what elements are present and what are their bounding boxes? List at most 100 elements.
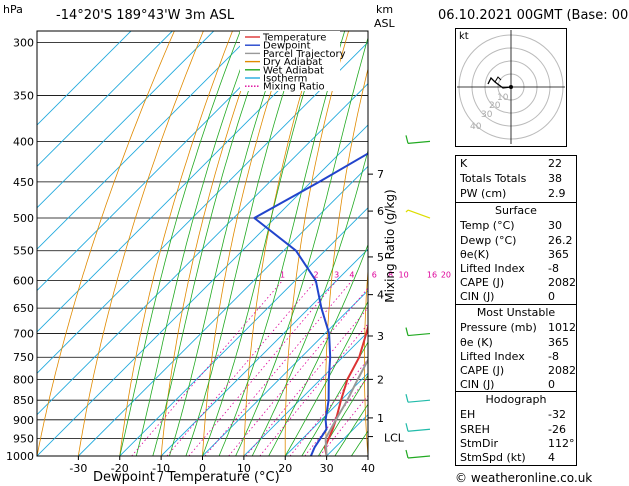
pressure-tick-label: 800 [13,373,34,386]
pressure-tick-label: 600 [13,275,34,288]
pressure-tick-label: 400 [13,135,34,148]
hodograph-table-title: Hodograph [485,393,547,406]
isotherm-line [37,31,173,168]
surface-row: CIN (J) 0 [460,291,572,303]
indices-table: K 22 Totals Totals 38 PW (cm) 2.9 [455,155,577,205]
wind-barb [407,209,431,219]
credit-link[interactable]: © weatheronline.co.uk [455,471,593,485]
isotherm-line [37,31,297,292]
wet-adiabat [318,374,368,456]
hodo-ring-label: 40 [470,122,482,132]
isotherm-line [284,372,368,456]
wind-barb [407,455,431,459]
wind-barb-flag [405,209,409,213]
location-title: -14°20'S 189°43'W 3m ASL [56,8,235,23]
surface-label: Dewp (°C) [460,234,517,247]
isotherm-line [37,41,368,374]
surface-row: CAPE (J) 2082 [460,277,576,289]
legend-label: Isotherm [263,74,307,85]
mixing-ratio-label: 6 [372,271,377,280]
mixing-ratio-line [245,307,368,456]
legend-label: Wet Adiabat [263,65,324,76]
wet-adiabat [251,149,368,456]
mixing-ratio-axis-label: Mixing Ratio (g/kg) [383,189,397,303]
hodograph-table: Hodograph EH -32 SREH -26 StmDir 112° StmSp… [455,391,577,466]
mu-row: θe (K) 365 [460,337,572,349]
legend-label: Dewpoint [263,41,311,52]
wind-barb-flag [405,423,409,432]
asl-label: ASL [374,17,395,30]
dry-adiabat [37,31,175,456]
hodo-row: SREH -26 [460,424,572,436]
mu-value: -8 [548,350,559,363]
plot-frame [36,30,369,457]
pressure-tick-label: 550 [13,245,34,258]
temperature-tick-label: 10 [237,462,251,475]
surface-label: θe(K) [460,248,490,261]
temperature-tick-label: 0 [199,462,206,475]
surface-value: 2082 [548,276,576,289]
lcl-label: LCL [384,432,405,445]
index-row-k: K 22 [460,158,572,170]
wind-barb-flag [405,449,409,459]
mixing-ratio-line [188,280,338,456]
wind-barb [407,428,431,432]
index-row-totals: Totals Totals 38 [460,173,572,185]
wind-barb [407,332,431,337]
mixing-ratio-line [228,287,368,456]
mu-label: Lifted Index [460,350,525,363]
wind-barb [407,399,431,403]
legend-label: Dry Adiabat [263,57,322,68]
storm-motion-marker [509,85,513,89]
pressure-tick-label: 450 [13,176,34,189]
mixing-ratio-label: 10 [399,271,409,280]
km-tick-label: 3 [377,330,384,343]
km-tick-label: 2 [377,373,384,386]
mu-row: Pressure (mb) 1012 [460,321,576,334]
temperature-tick-label: -20 [111,462,129,475]
dry-adiabat [202,31,291,456]
hodo-value: 4 [548,451,555,464]
hodo-value: 112° [548,437,575,450]
temperature-tick-label: 20 [278,462,292,475]
hodo-label: StmSpd (kt) [460,451,526,464]
hodo-row: EH -32 [460,409,572,421]
most-unstable-title: Most Unstable [476,306,556,319]
parcel-trajectory-curve [324,357,368,456]
mixing-ratio-label: 2 [313,271,318,280]
wet-adiabat [235,36,368,456]
mu-label: θe (K) [460,336,493,349]
mu-label: Pressure (mb) [460,321,537,334]
isotherm-line [37,82,368,416]
wet-adiabat [202,31,324,456]
temperature-tick-label: -30 [69,462,87,475]
wind-barb [407,140,431,145]
mixing-ratio-label: 3 [334,271,339,280]
hodo-ring-label: 30 [481,110,493,120]
pressure-tick-label: 350 [13,90,34,103]
datetime-title: 06.10.2021 00GMT (Base: 00) [438,8,629,23]
wet-adiabat [169,31,286,456]
surface-row: Lifted Index -8 [460,263,572,275]
isotherm-line [37,31,132,126]
hodo-value: -32 [548,408,566,421]
km-tick-label: 6 [377,205,384,218]
mixing-ratio-label: 1 [280,271,285,280]
dry-adiabat [243,31,320,456]
km-tick-label: 7 [377,168,384,181]
mixing-ratio-label: 8 [388,271,393,280]
index-label: Totals Totals [460,172,527,185]
surface-value: -8 [548,262,559,275]
wet-adiabat [185,31,304,456]
wind-barb-flag [405,135,409,144]
hodograph-unit: kt [459,31,469,42]
dry-adiabat [119,31,233,456]
x-axis-label: Dewpoint / Temperature (°C) [93,470,280,485]
surface-label: Lifted Index [460,262,525,275]
isotherm-line [160,248,368,456]
pressure-tick-label: 1000 [6,450,34,463]
mu-label: CIN (J) [460,378,495,391]
isotherm-line [37,31,256,250]
isotherm-line [37,31,215,209]
dry-adiabat [160,31,262,456]
